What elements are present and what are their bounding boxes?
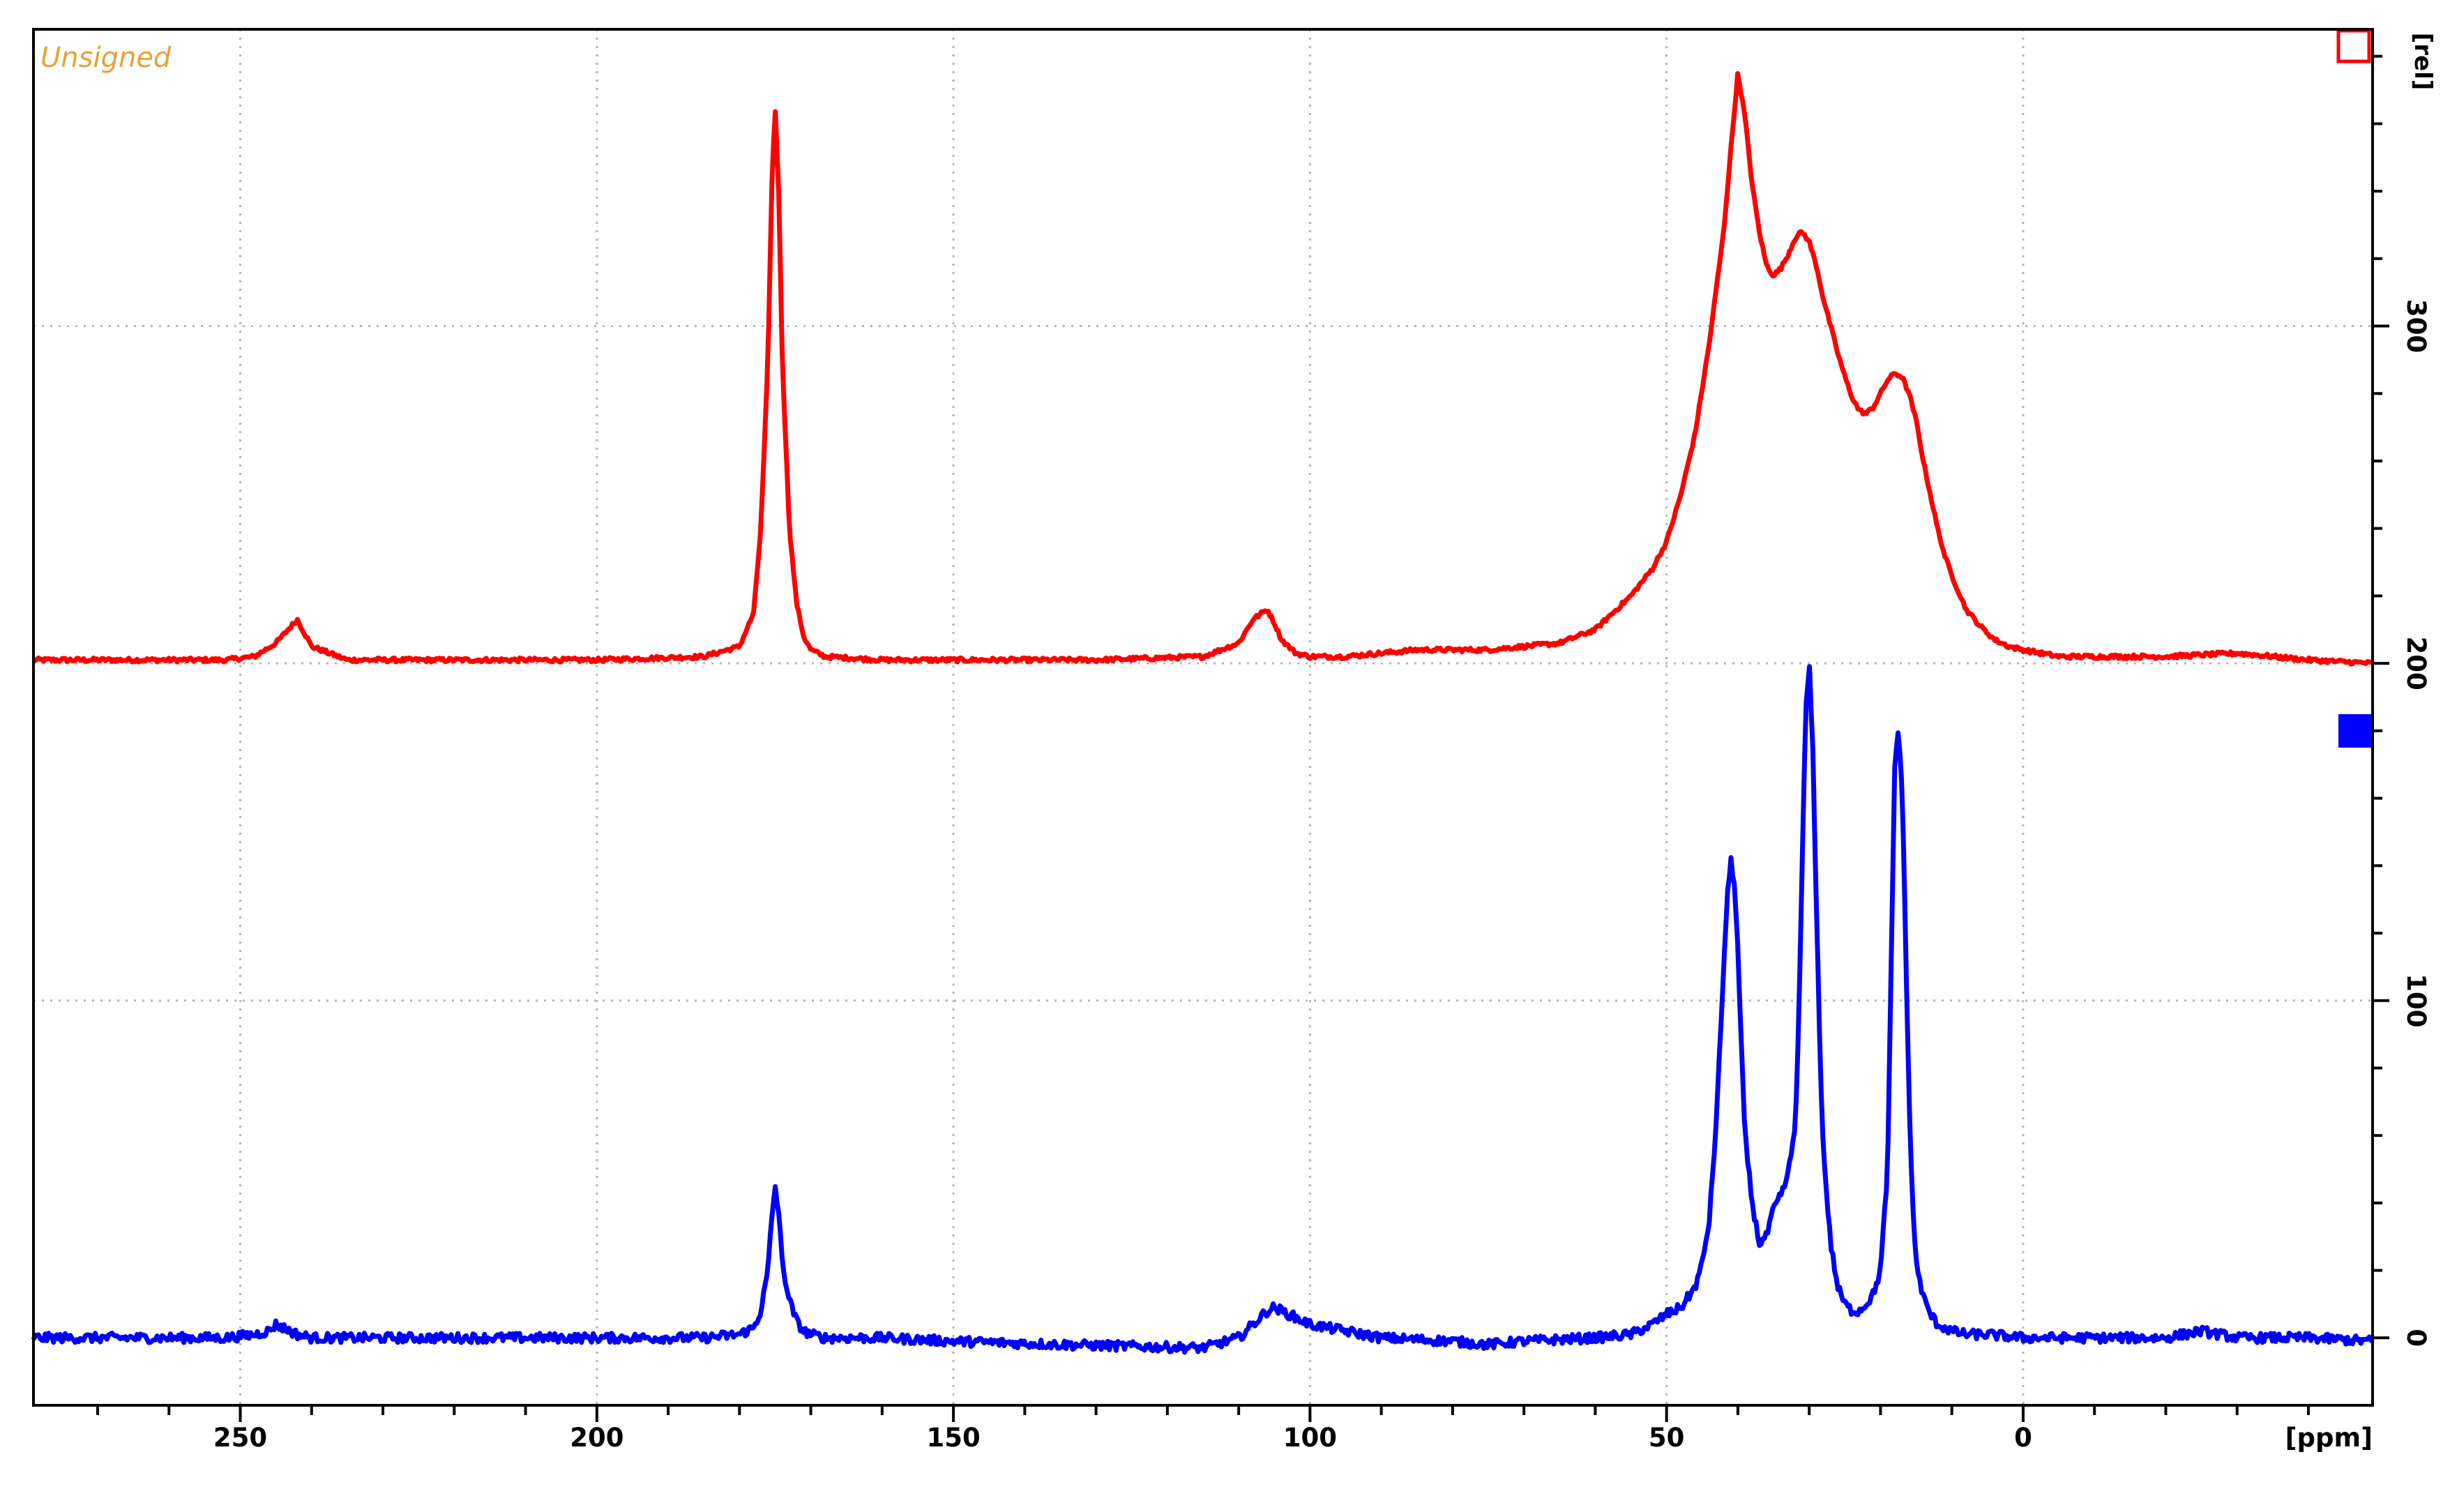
y-tick-label: 100	[2401, 974, 2431, 1027]
labels-layer: 250 200 150 100 50 0 0 100 200 300	[213, 299, 2431, 1453]
y-tick-label: 200	[2401, 637, 2431, 690]
spectrum-series-line	[31, 71, 2374, 667]
series-layer	[31, 29, 2374, 1355]
ticks-layer	[96, 54, 2389, 1422]
x-tick-label: 100	[1283, 1423, 1337, 1453]
grid-layer	[33, 29, 2373, 1405]
series-marker-hollow-square	[2336, 29, 2371, 63]
x-tick-label: 200	[570, 1423, 623, 1453]
x-tick-label: 50	[1649, 1423, 1685, 1453]
x-tick-label: 0	[2014, 1423, 2032, 1453]
x-tick-label: 150	[926, 1423, 980, 1453]
series-marker-filled-square	[2338, 714, 2372, 748]
y-tick-label: 0	[2401, 1329, 2431, 1347]
frame-layer	[32, 28, 2374, 1407]
x-axis-unit-label: [ppm]	[2285, 1423, 2373, 1453]
y-axis-unit-label: [rel]	[2409, 33, 2437, 91]
y-tick-label: 300	[2401, 299, 2431, 353]
x-tick-label: 250	[213, 1423, 267, 1453]
unsigned-watermark: Unsigned	[40, 42, 172, 74]
plot-frame	[32, 28, 2374, 1407]
spectrum-series-line	[31, 664, 2374, 1355]
